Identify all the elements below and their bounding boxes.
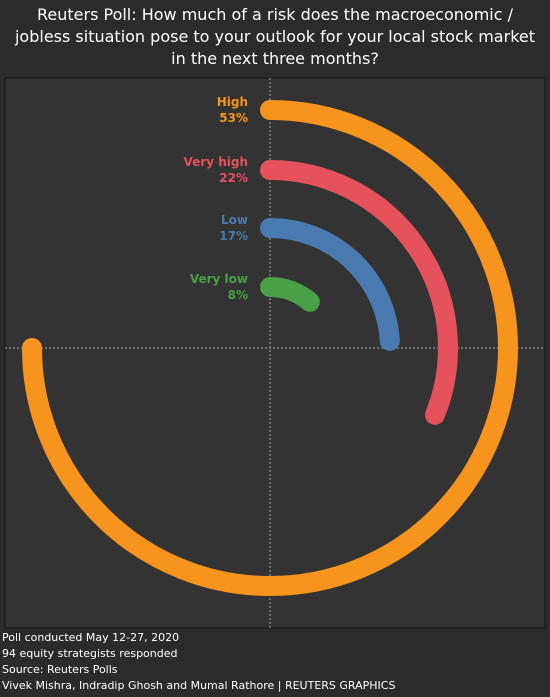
footer-line: 94 equity strategists responded [2,647,177,660]
radial-bar [260,218,400,351]
category-label: High [217,95,248,109]
footer-line: Vivek Mishra, Indradip Ghosh and Mumal R… [2,679,395,692]
chart-title: Reuters Poll: How much of a risk does th… [14,5,535,68]
category-label: Very low [190,272,248,286]
value-label: 22% [219,171,248,185]
radial-bar [260,160,458,425]
radial-bar [260,277,320,312]
value-label: 53% [219,111,248,125]
radial-bar [22,100,518,596]
footer-line: Source: Reuters Polls [2,663,118,676]
value-label: 8% [228,288,248,302]
value-label: 17% [219,229,248,243]
category-label: Low [221,213,248,227]
category-label: Very high [184,155,248,169]
footer-line: Poll conducted May 12-27, 2020 [2,631,179,644]
